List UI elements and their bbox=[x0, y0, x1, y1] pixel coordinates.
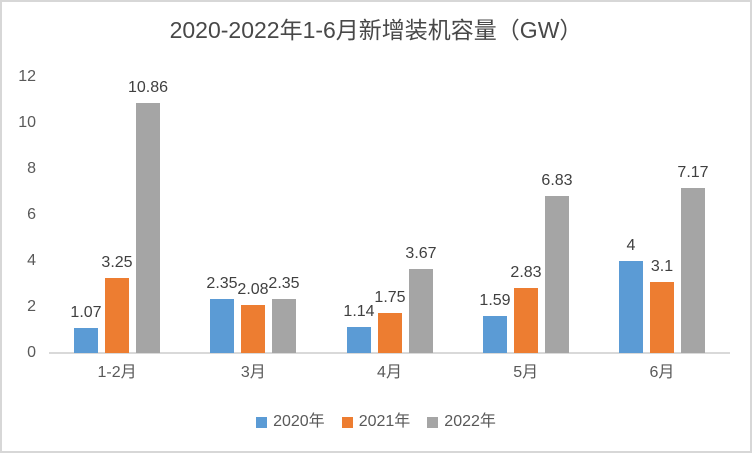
bar-value-label: 4 bbox=[626, 237, 636, 254]
bar bbox=[378, 313, 402, 353]
bar bbox=[483, 316, 507, 353]
bar-value-label: 2.35 bbox=[268, 275, 300, 292]
y-axis-tick-label: 12 bbox=[18, 68, 36, 85]
legend-item: 2022年 bbox=[427, 412, 496, 432]
legend-item: 2021年 bbox=[341, 412, 411, 432]
bar bbox=[105, 278, 129, 353]
bar-value-label: 10.86 bbox=[127, 79, 169, 96]
legend: 2020年 2021年 2022年 bbox=[2, 411, 750, 433]
bar bbox=[272, 299, 296, 353]
bar bbox=[241, 305, 265, 353]
bar bbox=[347, 327, 371, 353]
bar bbox=[514, 288, 538, 353]
category-label: 1-2月 bbox=[97, 364, 137, 381]
bar-value-label: 1.07 bbox=[70, 304, 102, 321]
y-axis-tick-label: 6 bbox=[27, 206, 36, 223]
legend-swatch bbox=[341, 416, 353, 428]
legend-label: 2021年 bbox=[358, 413, 411, 430]
bar-value-label: 2.83 bbox=[510, 264, 542, 281]
bar bbox=[409, 269, 433, 353]
category-label: 5月 bbox=[513, 364, 539, 381]
bar-value-label: 3.25 bbox=[101, 254, 133, 271]
bar bbox=[650, 282, 674, 353]
category-label: 4月 bbox=[377, 364, 402, 381]
bar-value-label: 7.17 bbox=[677, 164, 709, 181]
y-axis-tick-label: 10 bbox=[18, 114, 36, 131]
y-axis-tick-label: 2 bbox=[27, 298, 36, 315]
bar-value-label: 3.1 bbox=[650, 258, 674, 275]
y-axis-tick-label: 0 bbox=[27, 344, 36, 361]
bar bbox=[619, 261, 643, 353]
legend-label: 2020年 bbox=[273, 413, 325, 430]
bar-value-label: 3.67 bbox=[405, 245, 437, 262]
legend-item: 2020年 bbox=[256, 412, 325, 432]
legend-label: 2022年 bbox=[444, 413, 496, 430]
bar-value-label: 1.75 bbox=[374, 289, 406, 306]
bar-value-label: 2.08 bbox=[237, 281, 269, 298]
y-axis-tick-label: 8 bbox=[27, 160, 36, 177]
bar bbox=[210, 299, 234, 353]
category-label: 3月 bbox=[240, 364, 266, 381]
legend-swatch bbox=[256, 416, 268, 428]
bar bbox=[545, 196, 569, 353]
chart-title: 2020-2022年1-6月新增装机容量（GW） bbox=[169, 17, 583, 43]
bar bbox=[74, 328, 98, 353]
y-axis-tick-label: 4 bbox=[27, 252, 36, 269]
bar bbox=[681, 188, 705, 353]
legend-swatch bbox=[427, 416, 439, 428]
x-axis-line bbox=[49, 352, 730, 354]
bar bbox=[136, 103, 160, 353]
bar-value-label: 1.14 bbox=[343, 303, 375, 320]
category-label: 6月 bbox=[649, 364, 675, 381]
bar-value-label: 6.83 bbox=[541, 172, 573, 189]
bar-value-label: 1.59 bbox=[479, 292, 511, 309]
bar-value-label: 2.35 bbox=[206, 275, 238, 292]
